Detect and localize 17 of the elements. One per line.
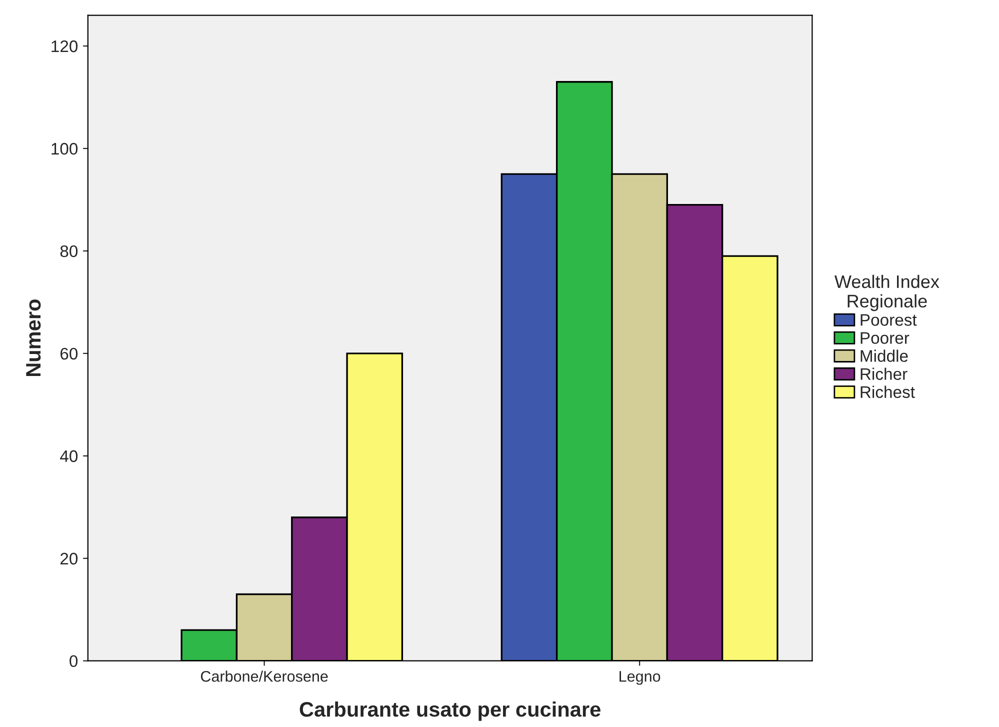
y-axis-title: Numero: [26, 300, 41, 376]
x-tick-label: Legno: [620, 671, 660, 685]
legend-label: Richest: [860, 386, 915, 398]
legend-label: Poorer: [860, 332, 910, 344]
y-tick-label: 120: [52, 40, 78, 52]
y-tick-label: 0: [70, 655, 78, 668]
y-tick-label: 100: [52, 142, 78, 155]
y-tick-label: 80: [60, 245, 78, 258]
legend-title: Wealth Index Regionale: [834, 274, 940, 312]
y-tick-label: 60: [60, 348, 78, 360]
legend-label: Richer: [860, 368, 908, 380]
legend-label: Middle: [860, 350, 908, 362]
legend-label: Poorest: [860, 314, 917, 326]
y-tick-label: 20: [60, 552, 78, 565]
x-tick-label: Carbone/Kerosene: [200, 670, 328, 682]
y-tick-label: 40: [60, 450, 78, 462]
x-axis-title: Carburante usato per cucinare: [300, 701, 600, 721]
